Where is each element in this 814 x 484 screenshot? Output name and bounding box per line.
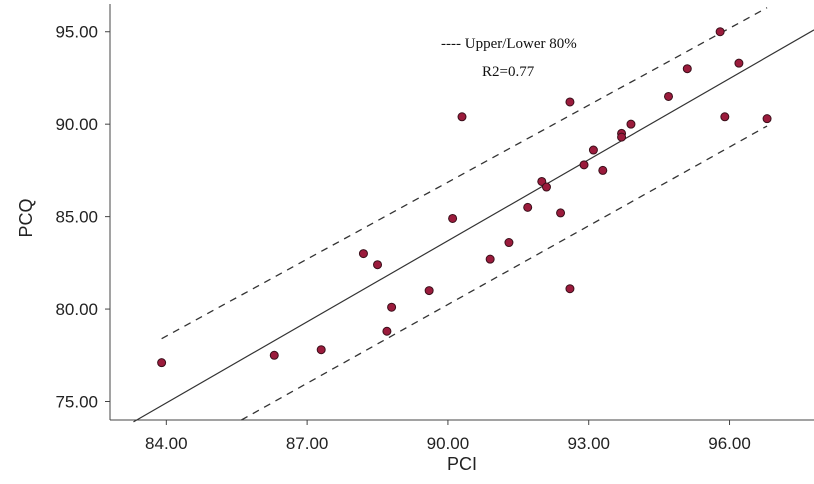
data-point xyxy=(485,254,495,264)
r2-annotation: R2=0.77 xyxy=(482,64,535,80)
prediction-bands xyxy=(161,7,768,421)
data-point xyxy=(424,286,434,296)
y-tick-label: 80.00 xyxy=(55,300,98,319)
fit-line xyxy=(133,29,814,423)
x-tick-label: 90.00 xyxy=(427,434,470,453)
data-point xyxy=(556,208,566,218)
data-point xyxy=(617,132,627,142)
lower-band-line xyxy=(241,125,768,421)
fit-line-group xyxy=(133,29,814,423)
data-point xyxy=(504,238,514,248)
data-point xyxy=(457,112,467,122)
x-tick-label: 93.00 xyxy=(567,434,610,453)
y-tick-label: 90.00 xyxy=(55,115,98,134)
data-point xyxy=(316,345,326,355)
tick-labels: 84.00 87.00 90.00 93.00 96.00 75.00 80.00 85.00… xyxy=(55,23,750,453)
y-tick-label: 85.00 xyxy=(55,208,98,227)
data-point xyxy=(626,119,636,129)
data-point xyxy=(762,114,772,124)
data-point xyxy=(382,326,392,336)
data-point xyxy=(358,249,368,259)
data-point xyxy=(598,165,608,175)
data-point xyxy=(734,58,744,68)
data-point xyxy=(541,182,551,192)
axes xyxy=(105,4,814,425)
data-point xyxy=(269,350,279,360)
upper-band-line xyxy=(161,7,768,340)
data-point xyxy=(565,97,575,107)
x-tick-label: 84.00 xyxy=(145,434,188,453)
legend-label: ---- Upper/Lower 80% xyxy=(441,36,577,52)
data-points xyxy=(157,27,772,368)
y-tick-label: 95.00 xyxy=(55,23,98,42)
data-point xyxy=(448,213,458,223)
data-point xyxy=(579,160,589,170)
data-point xyxy=(157,358,167,368)
y-axis-title: PCQ xyxy=(16,198,36,237)
x-tick-label: 96.00 xyxy=(708,434,751,453)
data-point xyxy=(373,260,383,270)
data-point xyxy=(387,302,397,312)
data-point xyxy=(523,202,533,212)
y-tick-label: 75.00 xyxy=(55,393,98,412)
x-axis-title: PCI xyxy=(447,454,477,474)
data-point xyxy=(588,145,598,155)
data-point xyxy=(664,91,674,101)
data-point xyxy=(720,112,730,122)
data-point xyxy=(682,64,692,74)
data-point xyxy=(715,27,725,37)
x-tick-label: 87.00 xyxy=(286,434,329,453)
data-point xyxy=(565,284,575,294)
